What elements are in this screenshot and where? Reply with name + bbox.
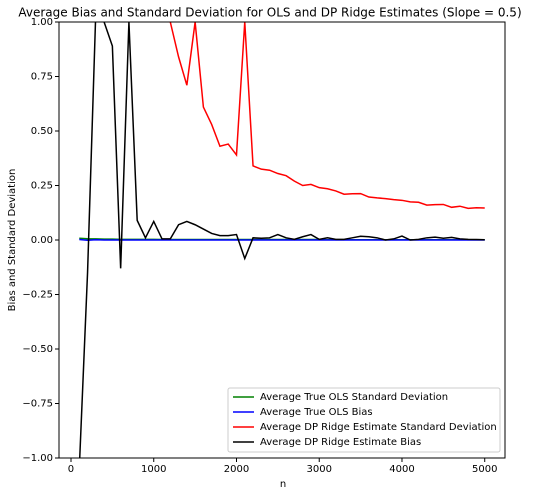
y-tick-label: 0.00 (31, 235, 53, 246)
plot-lines (78, 22, 485, 458)
chart-title: Average Bias and Standard Deviation for … (18, 6, 521, 20)
y-tick-label: −0.75 (22, 399, 53, 410)
y-tick-label: −0.50 (22, 344, 53, 355)
y-axis-label: Bias and Standard Deviation (7, 169, 18, 312)
legend-box (227, 387, 501, 453)
legend-label: Average True OLS Standard Deviation (260, 392, 448, 403)
y-tick-label: −1.00 (22, 453, 53, 464)
x-tick-label: 5000 (472, 464, 497, 475)
legend-label: Average DP Ridge Estimate Standard Devia… (260, 422, 497, 433)
series-line (79, 238, 485, 241)
x-tick-label: 2000 (224, 464, 249, 475)
y-tick-label: 0.25 (31, 181, 53, 192)
x-axis-label: n (280, 479, 286, 490)
y-tick-label: −0.25 (22, 290, 53, 301)
x-tick-label: 3000 (307, 464, 332, 475)
y-tick-label: 0.50 (31, 126, 53, 137)
y-tick-label: 0.75 (31, 72, 53, 83)
legend-label: Average DP Ridge Estimate Bias (260, 437, 421, 448)
y-tick-label: 1.00 (31, 17, 53, 28)
legend-label: Average True OLS Bias (260, 407, 373, 418)
series-line (78, 22, 485, 458)
x-tick-label: 0 (68, 464, 74, 475)
x-tick-label: 4000 (389, 464, 414, 475)
series-line (169, 22, 485, 210)
x-tick-label: 1000 (141, 464, 166, 475)
